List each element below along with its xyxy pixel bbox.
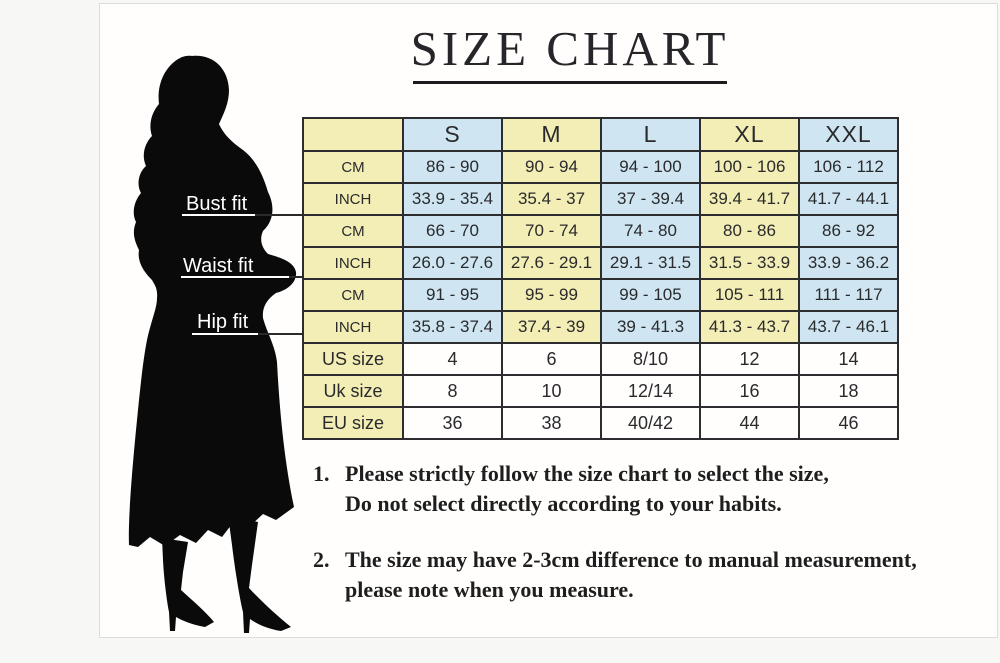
size-cell: 35.4 - 37 xyxy=(501,182,602,216)
size-cell: 8/10 xyxy=(600,342,701,376)
size-cell: 91 - 95 xyxy=(402,278,503,312)
hip-fit-label: Hip fit xyxy=(197,311,249,333)
size-cell: 16 xyxy=(699,374,800,408)
hip-inch-row: INCH 35.8 - 37.4 37.4 - 39 39 - 41.3 41.… xyxy=(302,310,899,344)
bust-fit-callout-line xyxy=(182,214,255,216)
size-cell: 95 - 99 xyxy=(501,278,602,312)
waist-fit-label: Waist fit xyxy=(183,255,254,277)
header-corner-cell xyxy=(302,117,404,152)
row-label: EU size xyxy=(302,406,404,440)
hip-cm-row: CM 91 - 95 95 - 99 99 - 105 105 - 111 11… xyxy=(302,278,899,312)
size-cell: 8 xyxy=(402,374,503,408)
title-underline xyxy=(413,81,727,84)
size-cell: 29.1 - 31.5 xyxy=(600,246,701,280)
size-cell: 12/14 xyxy=(600,374,701,408)
bust-inch-row: INCH 33.9 - 35.4 35.4 - 37 37 - 39.4 39.… xyxy=(302,182,899,216)
size-cell: 37.4 - 39 xyxy=(501,310,602,344)
note-number: 2. xyxy=(313,547,330,572)
size-cell: 10 xyxy=(501,374,602,408)
size-cell: 94 - 100 xyxy=(600,150,701,184)
column-header-l: L xyxy=(600,117,701,152)
size-cell: 41.7 - 44.1 xyxy=(798,182,899,216)
size-cell: 31.5 - 33.9 xyxy=(699,246,800,280)
size-cell: 86 - 92 xyxy=(798,214,899,248)
note-number: 1. xyxy=(313,461,330,486)
size-cell: 6 xyxy=(501,342,602,376)
bust-fit-label: Bust fit xyxy=(186,193,248,215)
uk-size-row: Uk size 8 10 12/14 16 18 xyxy=(302,374,899,408)
size-cell: 80 - 86 xyxy=(699,214,800,248)
waist-cm-row: CM 66 - 70 70 - 74 74 - 80 80 - 86 86 - … xyxy=(302,214,899,248)
size-cell: 27.6 - 29.1 xyxy=(501,246,602,280)
us-size-row: US size 4 6 8/10 12 14 xyxy=(302,342,899,376)
size-cell: 74 - 80 xyxy=(600,214,701,248)
size-cell: 106 - 112 xyxy=(798,150,899,184)
size-cell: 33.9 - 35.4 xyxy=(402,182,503,216)
note-line: Do not select directly according to your… xyxy=(345,491,782,516)
column-header-xl: XL xyxy=(699,117,800,152)
note-2: 2. The size may have 2-3cm difference to… xyxy=(313,545,917,605)
silhouette-body xyxy=(128,55,297,547)
eu-size-row: EU size 36 38 40/42 44 46 xyxy=(302,406,899,440)
size-cell: 100 - 106 xyxy=(699,150,800,184)
waist-fit-callout-line xyxy=(181,276,289,278)
size-cell: 26.0 - 27.6 xyxy=(402,246,503,280)
size-cell: 14 xyxy=(798,342,899,376)
size-cell: 39 - 41.3 xyxy=(600,310,701,344)
size-cell: 18 xyxy=(798,374,899,408)
size-cell: 4 xyxy=(402,342,503,376)
row-label: CM xyxy=(302,278,404,312)
column-header-m: M xyxy=(501,117,602,152)
size-cell: 40/42 xyxy=(600,406,701,440)
size-cell: 44 xyxy=(699,406,800,440)
silhouette-right-leg xyxy=(228,515,291,633)
size-cell: 33.9 - 36.2 xyxy=(798,246,899,280)
size-cell: 43.7 - 46.1 xyxy=(798,310,899,344)
size-cell: 38 xyxy=(501,406,602,440)
size-cell: 105 - 111 xyxy=(699,278,800,312)
size-cell: 46 xyxy=(798,406,899,440)
size-cell: 35.8 - 37.4 xyxy=(402,310,503,344)
silhouette-left-leg xyxy=(162,538,214,631)
row-label: CM xyxy=(302,150,404,184)
row-label: INCH xyxy=(302,310,404,344)
waist-inch-row: INCH 26.0 - 27.6 27.6 - 29.1 29.1 - 31.5… xyxy=(302,246,899,280)
size-cell: 36 xyxy=(402,406,503,440)
size-cell: 90 - 94 xyxy=(501,150,602,184)
size-cell: 12 xyxy=(699,342,800,376)
note-line: Please strictly follow the size chart to… xyxy=(345,461,829,486)
page-title: SIZE CHART xyxy=(410,21,730,76)
row-label: US size xyxy=(302,342,404,376)
size-cell: 41.3 - 43.7 xyxy=(699,310,800,344)
row-label: Uk size xyxy=(302,374,404,408)
size-cell: 37 - 39.4 xyxy=(600,182,701,216)
size-cell: 111 - 117 xyxy=(798,278,899,312)
size-chart-table: S M L XL XXL CM 86 - 90 90 - 94 94 - 100… xyxy=(302,117,899,440)
row-label: CM xyxy=(302,214,404,248)
row-label: INCH xyxy=(302,182,404,216)
column-header-s: S xyxy=(402,117,503,152)
hip-fit-callout-line xyxy=(192,333,258,335)
note-line: please note when you measure. xyxy=(345,577,634,602)
bust-cm-row: CM 86 - 90 90 - 94 94 - 100 100 - 106 10… xyxy=(302,150,899,184)
row-label: INCH xyxy=(302,246,404,280)
note-1: 1. Please strictly follow the size chart… xyxy=(313,459,829,519)
hip-fit-callout-line-dark xyxy=(258,333,303,335)
column-header-xxl: XXL xyxy=(798,117,899,152)
note-line: The size may have 2-3cm difference to ma… xyxy=(345,547,917,572)
size-cell: 99 - 105 xyxy=(600,278,701,312)
size-cell: 70 - 74 xyxy=(501,214,602,248)
size-cell: 86 - 90 xyxy=(402,150,503,184)
waist-fit-callout-line-dark xyxy=(289,276,303,278)
size-cell: 66 - 70 xyxy=(402,214,503,248)
size-cell: 39.4 - 41.7 xyxy=(699,182,800,216)
table-header-row: S M L XL XXL xyxy=(302,117,899,152)
bust-fit-callout-line-dark xyxy=(255,214,303,216)
